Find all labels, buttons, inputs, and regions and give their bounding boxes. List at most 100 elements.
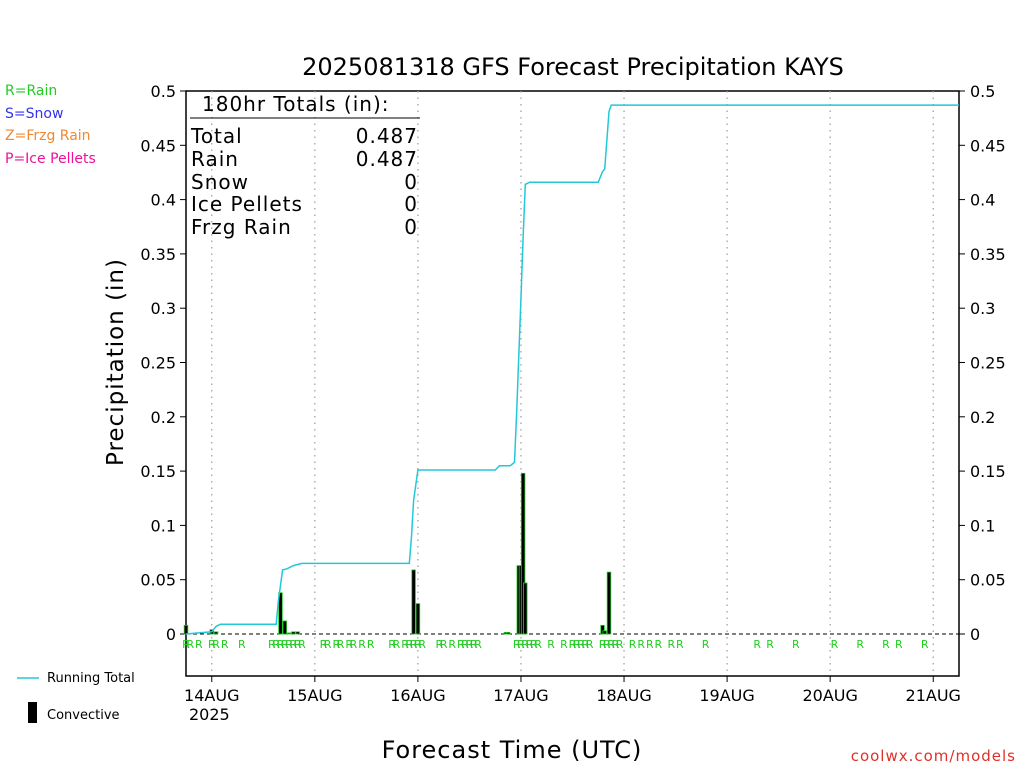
rain-marker: R — [268, 638, 276, 651]
rain-marker: R — [410, 638, 418, 651]
rain-marker: R — [277, 638, 285, 651]
y-axis-ticks: 0 00.05 0.050.1 0.10.15 0.150.2 0.20.25 0.250.… — [140, 82, 1005, 644]
rain-marker: R — [345, 638, 353, 651]
convective-bar — [411, 569, 416, 635]
x-tick-label: 20AUG — [802, 686, 857, 705]
x-tick-label: 16AUG — [390, 686, 445, 705]
x-axis-year-label: 2025 — [189, 705, 230, 724]
y-tick-label-right: 0.15 — [970, 462, 1006, 481]
convective-bar — [183, 624, 189, 635]
y-tick-label-left: 0.45 — [140, 136, 176, 155]
rain-marker: R — [290, 638, 298, 651]
rain-marker: R — [350, 638, 358, 651]
y-tick-label-left: 0.4 — [151, 191, 176, 210]
rain-marker: R — [182, 638, 190, 651]
rain-marker: R — [599, 638, 607, 651]
rain-marker: R — [358, 638, 366, 651]
y-tick-label-right: 0.05 — [970, 571, 1006, 590]
rain-marker: R — [272, 638, 280, 651]
y-tick-label-left: 0.1 — [151, 516, 176, 535]
x-tick-label: 18AUG — [596, 686, 651, 705]
rain-marker: R — [560, 638, 568, 651]
x-axis-ticks: 14AUG 15AUG 16AUG 17AUG 18AUG 19AUG 20AUG 21AUG — [184, 676, 961, 705]
legend-ice-pellets: P=Ice Pellets — [5, 151, 96, 167]
rain-marker: R — [856, 638, 864, 651]
y-tick-label-right: 0.2 — [970, 408, 995, 427]
convective-bar — [505, 631, 511, 635]
rain-marker: R — [646, 638, 654, 651]
rain-marker: R — [208, 638, 216, 651]
totals-label-total: Total — [190, 124, 243, 148]
totals-value-freezing-rain: 0 — [404, 215, 418, 239]
y-tick-label-left: 0.25 — [140, 354, 176, 373]
convective-bar — [286, 632, 292, 635]
rain-marker: R — [676, 638, 684, 651]
y-tick-label-right: 0.1 — [970, 516, 995, 535]
totals-label-snow: Snow — [191, 170, 249, 194]
legend-freezing-rain: Z=Frzg Rain — [5, 128, 91, 144]
rain-marker: R — [569, 638, 577, 651]
totals-value-snow: 0 — [404, 170, 418, 194]
totals-label-ice-pellets: Ice Pellets — [191, 192, 303, 216]
x-axis-label: Forecast Time (UTC) — [382, 736, 643, 764]
rain-marker: R — [474, 638, 482, 651]
rain-marker: R — [337, 638, 345, 651]
rain-marker: R — [521, 638, 529, 651]
x-tick-label: 15AUG — [287, 686, 342, 705]
rain-marker: R — [388, 638, 396, 651]
y-tick-label-left: 0.5 — [151, 82, 176, 101]
totals-value-rain: 0.487 — [356, 147, 418, 171]
rain-marker: R — [405, 638, 413, 651]
rain-marker: R — [766, 638, 774, 651]
rain-marker: R — [466, 638, 474, 651]
rain-marker: R — [212, 638, 220, 651]
rain-marker: R — [195, 638, 203, 651]
rain-marker: R — [586, 638, 594, 651]
y-tick-label-right: 0.25 — [970, 354, 1006, 373]
rain-marker: R — [921, 638, 929, 651]
y-tick-label-right: 0.3 — [970, 299, 995, 318]
totals-heading: 180hr Totals (in): — [202, 92, 390, 116]
y-tick-label-left: 0.35 — [140, 245, 176, 264]
rain-marker: R — [461, 638, 469, 651]
legend-snow: S=Snow — [5, 106, 63, 122]
y-tick-label-left: 0.3 — [151, 299, 176, 318]
running-total-key-label: Running Total — [47, 671, 135, 686]
convective-bar — [291, 631, 296, 635]
rain-marker: R — [534, 638, 542, 651]
rain-marker: R — [629, 638, 637, 651]
running-total-line — [185, 104, 959, 635]
x-tick-label: 21AUG — [906, 686, 961, 705]
rain-marker: R — [393, 638, 401, 651]
convective-bar — [278, 592, 283, 635]
y-axis-label: Precipitation (in) — [103, 258, 129, 466]
rain-marker: R — [702, 638, 710, 651]
y-tick-label-right: 0.45 — [970, 136, 1006, 155]
convective-bar — [213, 631, 219, 635]
rain-marker: R — [517, 638, 525, 651]
convective-key-swatch — [28, 702, 37, 723]
rain-marker: R — [831, 638, 839, 651]
convective-bars — [183, 472, 612, 635]
rain-marker: R — [294, 638, 302, 651]
totals-label-freezing-rain: Frzg Rain — [191, 215, 292, 239]
convective-bar — [295, 631, 300, 635]
rain-marker: R — [320, 638, 328, 651]
rain-marker: R — [324, 638, 332, 651]
plot-frame — [185, 90, 960, 677]
y-tick-label-right: 0 — [970, 625, 980, 644]
x-tick-label: 19AUG — [699, 686, 754, 705]
rain-marker: R — [792, 638, 800, 651]
rain-marker: R — [582, 638, 590, 651]
y-tick-label-right: 0.5 — [970, 82, 995, 101]
rain-marker: R — [186, 638, 194, 651]
rain-marker: R — [513, 638, 521, 651]
totals-value-ice-pellets: 0 — [404, 192, 418, 216]
series-key: Running Total Convective — [17, 671, 135, 723]
precip-type-legend: R=Rain S=Snow Z=Frzg Rain P=Ice Pellets — [5, 83, 96, 167]
chart-title: 2025081318 GFS Forecast Precipitation KA… — [302, 53, 844, 81]
rain-marker: R — [573, 638, 581, 651]
y-tick-label-left: 0.05 — [140, 571, 176, 590]
